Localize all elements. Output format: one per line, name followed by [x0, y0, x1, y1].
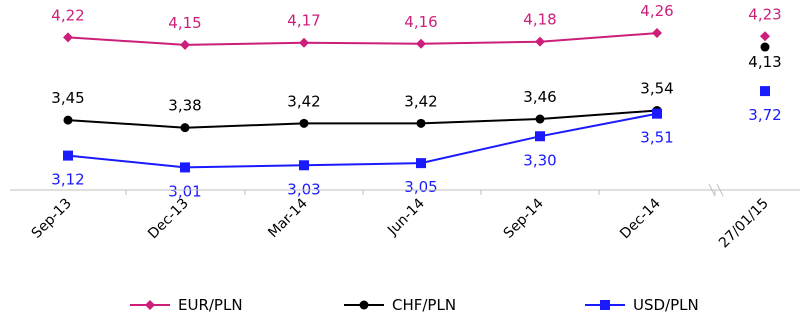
data-label: 4,26	[640, 2, 673, 20]
axis-break-mark	[716, 183, 724, 197]
data-point	[760, 31, 770, 42]
x-tick-label: Sep-13	[29, 196, 75, 242]
data-point	[652, 28, 662, 39]
series-markers	[63, 28, 770, 173]
data-label: 4,23	[748, 5, 781, 23]
data-label: 4,16	[404, 13, 437, 31]
x-tick-label: Sep-14	[501, 195, 547, 241]
data-label: 4,15	[168, 14, 201, 32]
legend-marker	[600, 300, 610, 310]
data-point	[180, 123, 190, 133]
data-point	[63, 32, 73, 43]
data-label: 3,05	[404, 178, 437, 196]
data-label: 3,30	[523, 151, 556, 169]
series-line-usd-pln	[67, 112, 658, 169]
legend: EUR/PLN CHF/PLN USD/PLN	[130, 296, 699, 314]
data-label: 4,22	[51, 6, 84, 24]
data-point	[416, 158, 426, 169]
data-label: 3,38	[168, 97, 201, 115]
data-point	[416, 38, 426, 49]
series-line-chf-pln	[67, 109, 658, 129]
data-point	[180, 39, 190, 50]
data-point	[535, 114, 545, 124]
legend-marker	[145, 300, 155, 310]
data-label: 3,42	[287, 92, 320, 110]
data-point	[535, 131, 545, 142]
data-point	[180, 162, 190, 173]
data-label: 4,13	[748, 53, 781, 71]
data-point	[760, 86, 770, 97]
data-label: 4,17	[287, 12, 320, 30]
data-label: 3,72	[748, 106, 781, 124]
data-labels: 4,22 4,15 4,17 4,16 4,18 4,26 4,23 3,45 3,38 3,42…	[51, 2, 781, 200]
legend-item-usd-pln: USD/PLN	[585, 296, 699, 314]
data-label: 3,12	[51, 171, 84, 189]
data-point	[299, 37, 309, 48]
data-label: 3,01	[168, 182, 201, 200]
data-point	[416, 118, 426, 128]
legend-marker	[359, 300, 369, 310]
axis-break-mark	[708, 183, 716, 197]
series-line-eur-pln	[67, 32, 658, 46]
data-point	[535, 36, 545, 47]
x-tick-label: Dec-14	[617, 195, 664, 242]
data-label: 3,51	[640, 129, 673, 147]
data-label: 3,42	[404, 92, 437, 110]
legend-label: EUR/PLN	[178, 296, 243, 314]
legend-label: USD/PLN	[633, 296, 699, 314]
data-label: 3,54	[640, 79, 673, 97]
data-point	[299, 160, 309, 171]
data-label: 3,46	[523, 88, 556, 106]
data-point	[63, 115, 73, 125]
x-tick-label: Mar-14	[265, 195, 311, 241]
data-label: 4,18	[523, 11, 556, 29]
data-point	[652, 108, 662, 119]
x-tick-label: Dec-13	[145, 196, 192, 243]
data-label: 3,03	[287, 180, 320, 198]
data-point	[299, 118, 309, 128]
legend-item-chf-pln: CHF/PLN	[344, 296, 456, 314]
legend-item-eur-pln: EUR/PLN	[130, 296, 243, 314]
x-tick-label: 27/01/15	[716, 196, 772, 252]
legend-label: CHF/PLN	[392, 296, 456, 314]
data-point	[760, 42, 770, 52]
x-tick-label: Jun-14	[384, 195, 428, 239]
data-point	[63, 150, 73, 161]
data-label: 3,45	[51, 89, 84, 107]
series-lines	[67, 32, 658, 169]
